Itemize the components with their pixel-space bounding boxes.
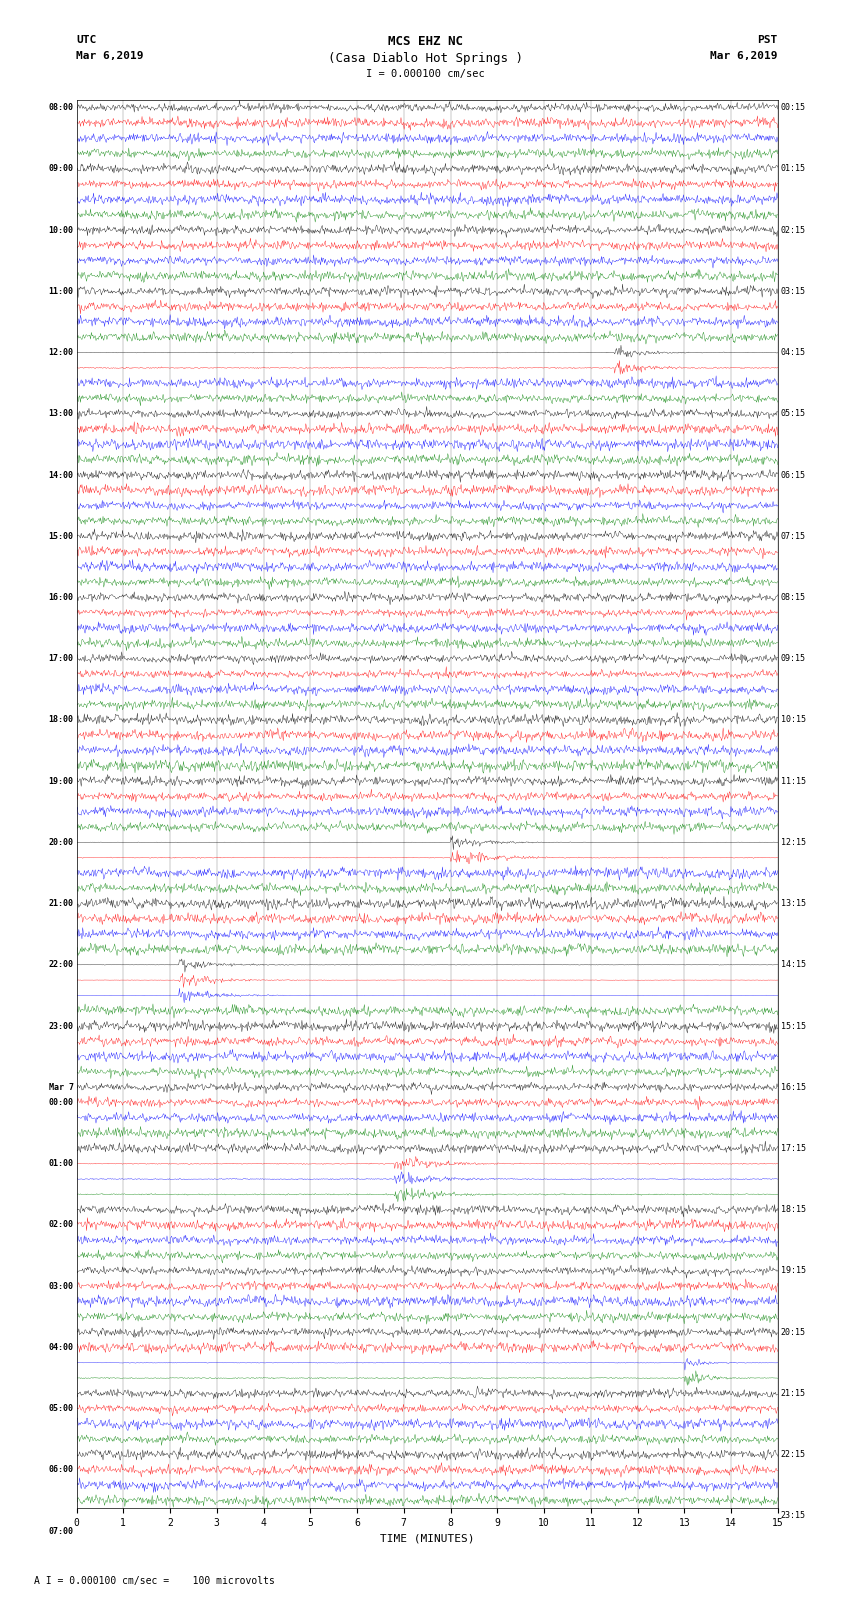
Text: 01:00: 01:00 (48, 1160, 74, 1168)
Text: 04:15: 04:15 (780, 348, 806, 356)
Text: 23:00: 23:00 (48, 1021, 74, 1031)
Text: 14:00: 14:00 (48, 471, 74, 479)
Text: 16:15: 16:15 (780, 1082, 806, 1092)
Text: 23:15: 23:15 (780, 1511, 806, 1521)
Text: MCS EHZ NC: MCS EHZ NC (388, 35, 462, 48)
Text: 21:00: 21:00 (48, 898, 74, 908)
Text: 07:00: 07:00 (48, 1526, 74, 1536)
Text: 01:15: 01:15 (780, 165, 806, 173)
Text: 13:15: 13:15 (780, 898, 806, 908)
Text: 08:15: 08:15 (780, 594, 806, 602)
Text: 02:15: 02:15 (780, 226, 806, 234)
Text: 22:15: 22:15 (780, 1450, 806, 1460)
Text: 00:00: 00:00 (48, 1098, 74, 1107)
Text: 00:15: 00:15 (780, 103, 806, 113)
Text: 15:15: 15:15 (780, 1021, 806, 1031)
Text: 20:15: 20:15 (780, 1327, 806, 1337)
Text: 02:00: 02:00 (48, 1221, 74, 1229)
Text: 21:15: 21:15 (780, 1389, 806, 1398)
Text: 12:00: 12:00 (48, 348, 74, 356)
Text: 03:00: 03:00 (48, 1282, 74, 1290)
Text: A I = 0.000100 cm/sec =    100 microvolts: A I = 0.000100 cm/sec = 100 microvolts (34, 1576, 275, 1586)
X-axis label: TIME (MINUTES): TIME (MINUTES) (380, 1534, 474, 1544)
Text: 09:00: 09:00 (48, 165, 74, 173)
Text: I = 0.000100 cm/sec: I = 0.000100 cm/sec (366, 69, 484, 79)
Text: 05:15: 05:15 (780, 410, 806, 418)
Text: 18:00: 18:00 (48, 716, 74, 724)
Text: 13:00: 13:00 (48, 410, 74, 418)
Text: 10:00: 10:00 (48, 226, 74, 234)
Text: 14:15: 14:15 (780, 960, 806, 969)
Text: Mar 6,2019: Mar 6,2019 (76, 52, 144, 61)
Text: Mar 7: Mar 7 (48, 1082, 74, 1092)
Text: 15:00: 15:00 (48, 532, 74, 540)
Text: 17:15: 17:15 (780, 1144, 806, 1153)
Text: 09:15: 09:15 (780, 655, 806, 663)
Text: 16:00: 16:00 (48, 594, 74, 602)
Text: 08:00: 08:00 (48, 103, 74, 113)
Text: 05:00: 05:00 (48, 1405, 74, 1413)
Text: 06:00: 06:00 (48, 1465, 74, 1474)
Text: (Casa Diablo Hot Springs ): (Casa Diablo Hot Springs ) (327, 52, 523, 65)
Text: 03:15: 03:15 (780, 287, 806, 295)
Text: 12:15: 12:15 (780, 837, 806, 847)
Text: 17:00: 17:00 (48, 655, 74, 663)
Text: PST: PST (757, 35, 778, 45)
Text: 06:15: 06:15 (780, 471, 806, 479)
Text: 19:00: 19:00 (48, 776, 74, 786)
Text: Mar 6,2019: Mar 6,2019 (711, 52, 778, 61)
Text: 07:15: 07:15 (780, 532, 806, 540)
Text: 18:15: 18:15 (780, 1205, 806, 1215)
Text: 20:00: 20:00 (48, 837, 74, 847)
Text: 19:15: 19:15 (780, 1266, 806, 1276)
Text: 10:15: 10:15 (780, 716, 806, 724)
Text: 04:00: 04:00 (48, 1344, 74, 1352)
Text: 11:00: 11:00 (48, 287, 74, 295)
Text: UTC: UTC (76, 35, 97, 45)
Text: 22:00: 22:00 (48, 960, 74, 969)
Text: 11:15: 11:15 (780, 776, 806, 786)
